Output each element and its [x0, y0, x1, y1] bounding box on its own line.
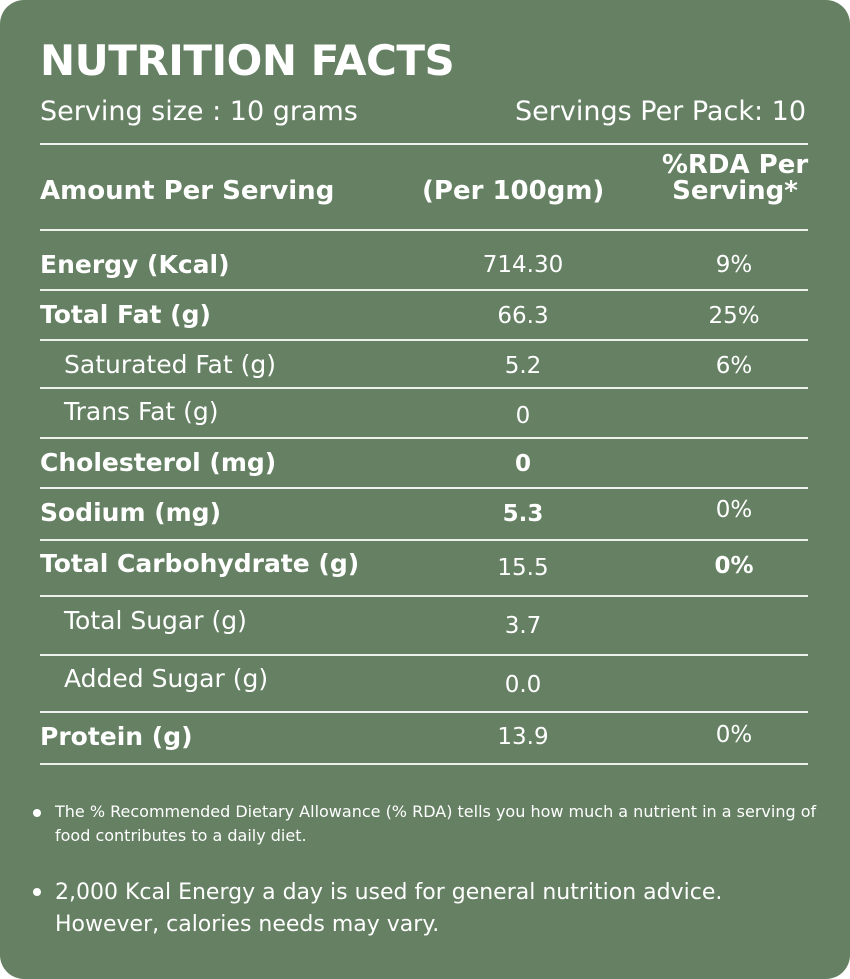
- row-value-energy: 714.30: [482, 252, 564, 278]
- row-rda-sodium: 0%: [715, 497, 753, 523]
- divider: [40, 437, 808, 439]
- divider: [40, 289, 808, 291]
- row-rda-protein: 0%: [715, 722, 753, 748]
- divider: [40, 711, 808, 713]
- row-label-energy: Energy (Kcal): [40, 250, 230, 279]
- row-label-cholesterol: Cholesterol (mg): [40, 448, 277, 477]
- divider: [40, 487, 808, 489]
- row-value-added-sugar: 0.0: [504, 672, 542, 698]
- column-header-amount: Amount Per Serving: [40, 176, 335, 206]
- row-value-total-sugar: 3.7: [504, 613, 542, 639]
- divider: [40, 654, 808, 656]
- divider: [40, 595, 808, 597]
- row-value-total-carbohydrate: 15.5: [497, 555, 549, 581]
- footnote-energy: 2,000 Kcal Energy a day is used for gene…: [33, 877, 795, 941]
- row-rda-energy: 9%: [715, 252, 753, 278]
- divider: [40, 763, 808, 765]
- column-header-per-100g: (Per 100gm): [422, 176, 605, 206]
- row-value-sodium: 5.3: [502, 501, 544, 527]
- row-label-total-carbohydrate: Total Carbohydrate (g): [40, 549, 360, 578]
- row-value-total-fat: 66.3: [497, 303, 549, 329]
- divider: [40, 539, 808, 541]
- bullet-icon: [33, 809, 41, 817]
- row-label-total-fat: Total Fat (g): [40, 300, 211, 329]
- footnote-energy-text: 2,000 Kcal Energy a day is used for gene…: [55, 880, 723, 937]
- footnote-rda: The % Recommended Dietary Allowance (% R…: [33, 800, 825, 848]
- page-title: NUTRITION FACTS: [40, 36, 455, 85]
- divider: [40, 339, 808, 341]
- divider: [40, 387, 808, 389]
- row-value-cholesterol: 0: [514, 451, 531, 477]
- column-header-rda-line2: Serving*: [672, 176, 798, 206]
- row-label-saturated-fat: Saturated Fat (g): [64, 350, 276, 379]
- row-rda-saturated-fat: 6%: [715, 353, 753, 379]
- row-label-added-sugar: Added Sugar (g): [64, 664, 269, 693]
- row-label-trans-fat: Trans Fat (g): [64, 397, 219, 426]
- divider: [40, 143, 808, 145]
- row-label-sodium: Sodium (mg): [40, 498, 221, 527]
- servings-per-pack: Servings Per Pack: 10: [515, 96, 806, 127]
- footnote-rda-text: The % Recommended Dietary Allowance (% R…: [55, 802, 817, 845]
- column-header-rda-line1: %RDA Per: [661, 150, 809, 180]
- row-value-protein: 13.9: [497, 724, 549, 750]
- row-value-saturated-fat: 5.2: [504, 353, 542, 379]
- column-header-rda: %RDA Per Serving*: [645, 152, 825, 204]
- divider: [40, 229, 808, 231]
- row-rda-total-carbohydrate: 0%: [714, 553, 754, 579]
- row-label-total-sugar: Total Sugar (g): [64, 606, 247, 635]
- serving-size: Serving size : 10 grams: [40, 96, 358, 127]
- row-rda-total-fat: 25%: [708, 303, 760, 329]
- row-value-trans-fat: 0: [515, 403, 531, 429]
- row-label-protein: Protein (g): [40, 722, 193, 751]
- bullet-icon: [33, 888, 41, 896]
